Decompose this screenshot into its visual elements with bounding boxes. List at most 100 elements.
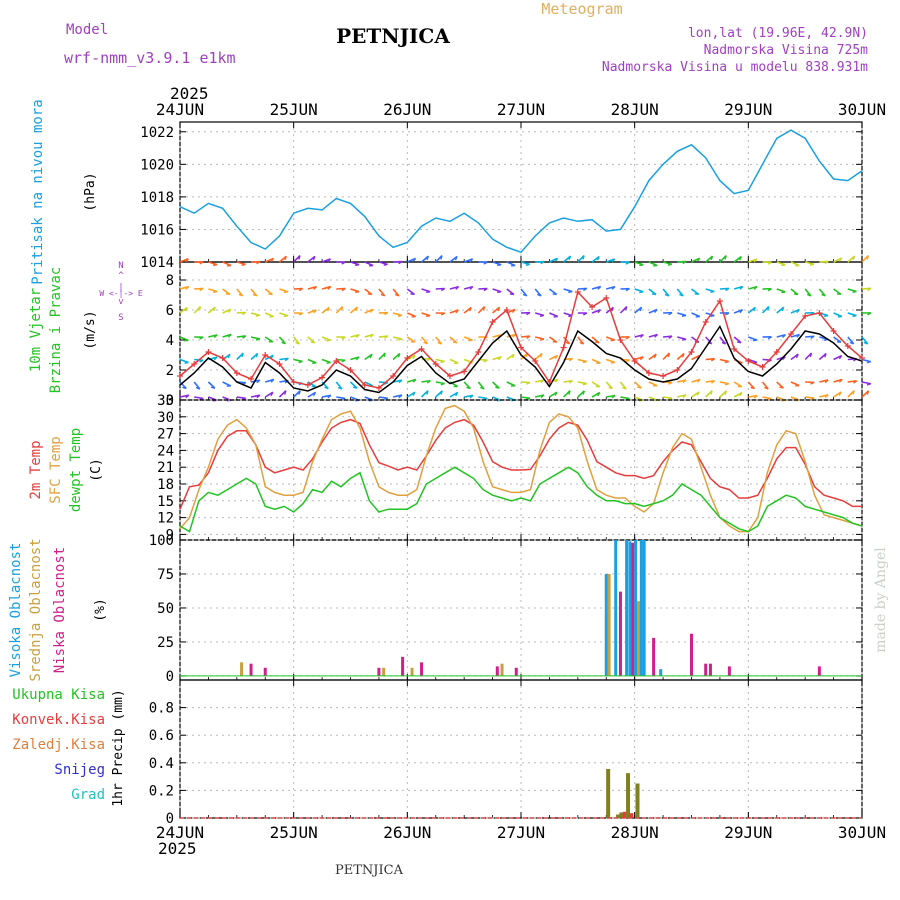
y-tick-label: 30 (157, 410, 174, 426)
gust-marker (660, 373, 667, 379)
wind-compass: N ^ | v S W <-|-> E (99, 261, 143, 323)
wind-arrow (719, 255, 727, 263)
y-tick-label: 21 (157, 460, 174, 476)
wind-arrow (549, 257, 558, 263)
wind-arrow-head (369, 353, 373, 359)
wind-arrow-head (483, 287, 488, 292)
bar-low_cloud (690, 633, 693, 676)
wind-arrow-head (552, 293, 557, 296)
wind-arrow-head (739, 309, 744, 314)
wind-arrow-head (852, 314, 857, 318)
wind-arrow (407, 312, 416, 318)
bar-mid_cloud (500, 663, 504, 676)
wind-arrow (222, 333, 232, 338)
wind-arrow (790, 261, 800, 267)
wind-arrow (307, 255, 316, 263)
gust-marker (603, 295, 610, 301)
wind-arrow-head (654, 333, 659, 338)
wind-arrow (591, 255, 600, 263)
wind-arrow-head (341, 336, 346, 340)
credit-text: made by Angel (873, 547, 889, 653)
wind-arrow (520, 352, 528, 361)
wind-arrow-head (284, 390, 287, 395)
bar-total_precip (616, 814, 621, 818)
wind-arrow (577, 287, 587, 290)
wind-arrow (350, 261, 360, 266)
wind-arrow-head (824, 379, 829, 384)
wind-arrow-head (469, 286, 474, 290)
bar-total_precip (619, 812, 624, 818)
wind-arrow-head (525, 397, 531, 401)
bar-low_cloud (817, 666, 821, 676)
wind-arrow (236, 352, 244, 361)
wind-arrow-head (298, 287, 304, 292)
wind-arrow-head (752, 339, 757, 342)
wind-arrow-head (312, 256, 316, 261)
wind-arrow-head (610, 361, 615, 364)
wind-arrow-head (355, 356, 360, 361)
wind-arrow (733, 336, 742, 344)
bar-high_cloud (614, 540, 618, 676)
temp-unit: (C) (89, 458, 104, 481)
wind-label-2: Brzina i Pravac (48, 267, 64, 393)
compass-n: N (118, 261, 123, 271)
y-tick-label: 15 (157, 494, 174, 510)
wind-arrow-head (767, 336, 772, 340)
wind-arrow-head (469, 307, 472, 312)
gust-marker (290, 379, 297, 385)
wind-arrow-head (639, 291, 644, 294)
bar-total_precip (635, 783, 640, 818)
wind-arrow-head (455, 309, 459, 314)
wind-arrow-head (384, 311, 389, 316)
wind-arrow (861, 381, 871, 385)
wind-arrow-head (341, 261, 346, 265)
wind-arrow-head (268, 293, 273, 296)
bar-low_cloud (401, 656, 405, 676)
wind-arrow (179, 258, 189, 263)
wind-arrow (449, 309, 459, 314)
wind-arrow-head (412, 378, 417, 383)
wind-arrow-head (255, 338, 261, 341)
wind-arrow (634, 381, 642, 389)
wind-arrow (421, 312, 431, 317)
wind-arrow (819, 260, 829, 263)
wind-arrow-head (270, 257, 275, 263)
wind-arrow (719, 287, 729, 290)
wind-arrow (321, 285, 331, 290)
panel-wind: 0 2 4 6 8 (166, 254, 872, 409)
wind-arrow-head (753, 286, 758, 290)
wind-arrow (748, 394, 758, 398)
y-tick-label: 27 (157, 427, 174, 443)
wind-arrow-head (480, 386, 485, 390)
wind-arrow (336, 358, 346, 362)
wind-arrow-head (725, 312, 730, 316)
wind-arrow (733, 285, 743, 290)
pressure-label: Pritisak na nivou mora (30, 99, 46, 284)
bar-low_cloud (514, 667, 518, 676)
wind-arrow-head (625, 359, 630, 363)
wind-arrow (506, 353, 515, 361)
wind-arrow-head (582, 390, 586, 395)
gust-marker (787, 331, 794, 337)
year-top: 2025 (170, 84, 209, 103)
wind-arrow-head (185, 394, 190, 399)
wind-arrow (648, 333, 658, 338)
wind-arrow-head (313, 309, 317, 314)
wind-arrow (420, 390, 429, 398)
model-elevation-text: Nadmorska Visina u modelu 838.931m (602, 60, 868, 75)
wind-arrow (392, 312, 403, 317)
wind-arrow-head (682, 394, 687, 399)
wind-arrow-head (352, 386, 358, 389)
wind-arrow (279, 288, 289, 293)
x-tick-label: 30JUN (838, 823, 886, 842)
wind-label-1: 10m Vjetar (28, 288, 44, 372)
wind-arrow (563, 336, 571, 345)
wind-arrow (804, 288, 812, 297)
wind-arrow-head (412, 354, 416, 360)
y-tick-label: 1018 (140, 190, 174, 206)
wind-arrow (193, 381, 201, 390)
wind-arrow (278, 255, 287, 263)
wind-arrow (307, 381, 317, 388)
y-tick-label: 9 (166, 527, 174, 543)
wind-arrow (591, 309, 601, 314)
